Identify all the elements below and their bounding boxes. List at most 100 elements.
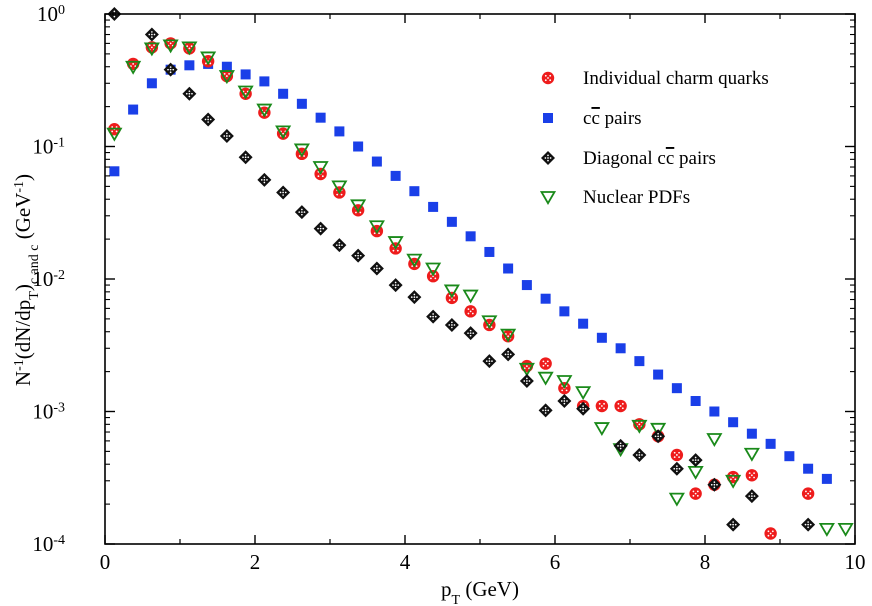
marker-dot <box>561 389 564 392</box>
marker-dot <box>340 193 343 196</box>
marker-dot <box>753 476 755 479</box>
marker-dot <box>730 478 732 481</box>
data-point <box>744 489 759 504</box>
marker-dot <box>804 523 807 526</box>
legend-symbol <box>543 113 553 123</box>
data-point <box>707 477 722 492</box>
marker-body <box>706 433 723 448</box>
marker-dot <box>148 33 151 36</box>
marker-dot <box>357 257 359 260</box>
marker-dot <box>582 407 584 410</box>
marker-body <box>200 51 217 66</box>
marker-body <box>331 180 348 195</box>
marker-dot <box>432 313 434 315</box>
marker-dot <box>207 118 209 121</box>
marker-dot <box>472 332 475 335</box>
data-point <box>256 103 273 118</box>
y-tick-label: 10-4 <box>32 532 65 556</box>
marker-dot <box>430 277 432 280</box>
marker-dot <box>453 299 455 302</box>
marker-dot <box>415 265 418 268</box>
marker-dot <box>303 155 305 157</box>
marker-body <box>556 375 573 389</box>
marker-dot <box>560 400 563 402</box>
data-point <box>596 332 607 343</box>
data-point <box>315 112 326 123</box>
data-point <box>765 438 776 449</box>
marker-dot <box>659 435 662 438</box>
data-point <box>369 261 384 276</box>
data-point <box>350 199 367 214</box>
marker-body <box>803 463 814 474</box>
marker-dot <box>378 232 380 235</box>
marker-dot <box>805 490 807 493</box>
marker-dot <box>654 435 657 438</box>
marker-dot <box>469 329 472 332</box>
x-axis: 0 2 4 6 8 10 <box>100 14 866 574</box>
marker-dot <box>694 456 697 459</box>
marker-body <box>312 161 329 176</box>
data-point <box>278 88 289 99</box>
marker-dot <box>430 273 432 275</box>
marker-dot <box>619 447 622 450</box>
data-point <box>726 517 741 532</box>
plot-marks <box>106 7 854 540</box>
data-point <box>463 326 478 341</box>
marker-dot <box>242 156 244 159</box>
data-point <box>613 438 628 453</box>
marker-dot <box>373 232 376 235</box>
marker-dot <box>807 523 809 526</box>
marker-body <box>784 451 795 462</box>
marker-dot <box>638 451 641 454</box>
data-point <box>144 27 159 42</box>
marker-dot <box>767 530 770 533</box>
data-point <box>294 205 309 220</box>
data-point <box>728 417 739 428</box>
marker-dot <box>471 312 474 315</box>
marker-dot <box>451 321 453 324</box>
legend-entry-diagonal: Diagonal cc pairs <box>541 148 716 169</box>
marker-body <box>125 60 142 75</box>
data-point <box>425 262 442 277</box>
marker-dot <box>467 332 469 335</box>
marker-dot <box>488 357 491 360</box>
marker-dot <box>544 79 547 82</box>
marker-dot <box>432 315 434 318</box>
marker-body <box>746 428 757 439</box>
marker-dot <box>432 318 434 321</box>
data-point <box>353 141 364 152</box>
data-point <box>801 517 816 532</box>
marker-dot <box>716 483 718 486</box>
marker-dot <box>188 90 191 93</box>
data-point <box>614 399 627 413</box>
marker-dot <box>317 175 320 178</box>
x-tick-label: 10 <box>845 550 866 574</box>
marker-dot <box>279 191 282 194</box>
marker-dot <box>657 435 659 438</box>
marker-dot <box>416 296 418 298</box>
marker-dot <box>319 227 322 230</box>
legend-label-individual: Individual charm quarks <box>583 68 769 89</box>
marker-dot <box>751 495 753 497</box>
marker-dot <box>734 523 737 526</box>
marker-body <box>237 85 254 100</box>
marker-dot <box>507 356 509 358</box>
data-point <box>406 253 423 268</box>
data-point <box>709 406 720 417</box>
marker-body <box>371 156 382 167</box>
data-point <box>464 305 477 318</box>
data-point <box>257 172 272 187</box>
marker-dot <box>266 179 268 181</box>
marker-dot <box>223 72 226 75</box>
data-point <box>200 51 217 66</box>
data-point <box>521 280 532 291</box>
marker-body <box>221 61 232 72</box>
marker-dot <box>228 72 230 75</box>
marker-dot <box>504 353 507 356</box>
marker-body <box>728 417 739 428</box>
marker-body <box>596 332 607 343</box>
marker-dot <box>485 360 488 362</box>
marker-dot <box>338 241 341 244</box>
y-axis-label: N-1(dN/dpT)c and c (GeV-1) <box>11 174 42 386</box>
marker-body <box>539 191 557 205</box>
